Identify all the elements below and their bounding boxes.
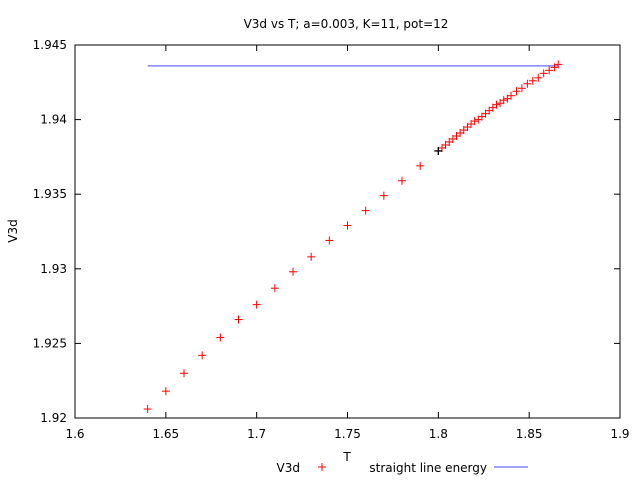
y-tick-label: 1.92 [40,411,67,425]
v3d-point [361,206,370,215]
v3d-point [216,333,225,342]
legend: V3d straight line energy [277,461,528,475]
v3d-point [545,66,554,75]
x-tick-label: 1.9 [610,427,629,441]
v3d-point [307,252,316,261]
y-axis-label: V3d [6,219,20,242]
x-tick-label: 1.75 [334,427,361,441]
v3d-point [499,96,508,105]
x-tick-label: 1.85 [516,427,543,441]
legend-marker-v3d [318,463,326,471]
legend-label-straight-line-energy: straight line energy [369,461,487,475]
y-tick-label: 1.935 [33,187,67,201]
v3d-point [325,236,334,245]
v3d-point [539,69,548,78]
v3d-point [379,191,388,200]
x-tick-label: 1.7 [247,427,266,441]
point-series-layer [143,60,563,414]
v3d-point [180,369,188,378]
v3d-point [492,100,501,109]
v3d-point [534,73,543,82]
y-tick-label: 1.925 [33,336,67,350]
v3d-point [523,79,532,88]
v3d-point [161,387,170,396]
tick-layer: 1.6 1.65 1.7 1.75 1.8 1.85 1.9 1.92 1.925 1.93 1.9… [33,38,630,441]
x-tick-label: 1.65 [152,427,179,441]
v3d-point [416,161,425,170]
v3d-point [343,221,352,230]
v3d-point [528,76,537,85]
v3d-point [398,176,406,185]
legend-label-v3d: V3d [277,461,300,475]
chart-title: V3d vs T; a=0.003, K=11, pot=12 [244,17,449,31]
v3d-point [512,87,521,96]
v3d-point [517,84,526,93]
v3d-point [270,284,279,293]
v3d-point [252,300,261,309]
y-tick-label: 1.93 [40,262,67,276]
plot-frame [74,44,621,419]
v3d-point [198,351,207,360]
v3d-point [289,267,297,276]
x-axis-label: T [342,450,351,464]
y-tick-label: 1.945 [33,38,67,52]
v3d-point [507,91,515,100]
x-tick-label: 1.8 [429,427,448,441]
x-tick-label: 1.6 [65,427,84,441]
y-tick-label: 1.94 [40,113,67,127]
v3d-point [470,117,479,126]
highlight-point [434,146,443,155]
v3d-point [143,405,152,414]
v3d-point [554,60,563,69]
v3d-point [234,315,243,324]
